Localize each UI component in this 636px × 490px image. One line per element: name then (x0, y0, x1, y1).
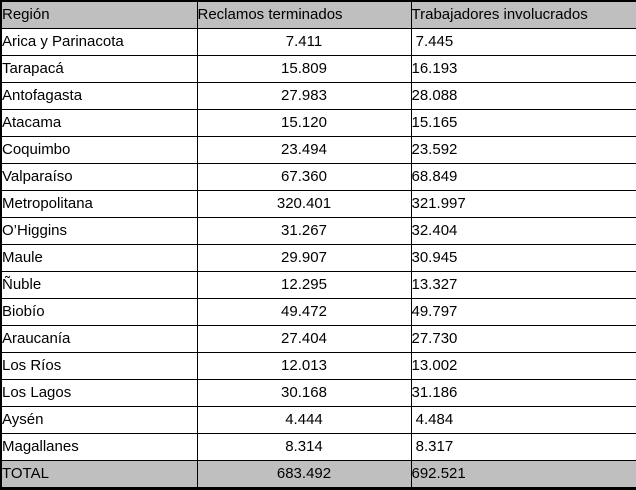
trabajadores-value-cell: 16.193 (410, 55, 636, 83)
reclamos-value-cell: 12.013 (196, 352, 412, 380)
region-name-cell: Arica y Parinacota (0, 28, 198, 56)
table-row: Los Lagos 30.168 31.186 (0, 379, 636, 407)
table-row: Atacama 15.120 15.165 (0, 109, 636, 137)
trabajadores-value-cell: 68.849 (410, 163, 636, 191)
trabajadores-value-cell: 7.445 (410, 28, 636, 56)
reclamos-value-cell: 67.360 (196, 163, 412, 191)
table-row: Valparaíso 67.360 68.849 (0, 163, 636, 191)
trabajadores-value-cell: 30.945 (410, 244, 636, 272)
region-name-cell: Los Ríos (0, 352, 198, 380)
trabajadores-value-cell: 32.404 (410, 217, 636, 245)
region-name-cell: Metropolitana (0, 190, 198, 218)
total-trabajadores-value: 692.521 (410, 460, 636, 490)
region-name-cell: Antofagasta (0, 82, 198, 110)
table-row: Aysén 4.444 4.484 (0, 406, 636, 434)
trabajadores-value-cell: 49.797 (410, 298, 636, 326)
reclamos-value-cell: 27.983 (196, 82, 412, 110)
region-name-cell: Maule (0, 244, 198, 272)
table-row: Biobío 49.472 49.797 (0, 298, 636, 326)
table-row: Ñuble 12.295 13.327 (0, 271, 636, 299)
column-header-region: Región (0, 0, 198, 29)
reclamos-value-cell: 320.401 (196, 190, 412, 218)
reclamos-value-cell: 15.120 (196, 109, 412, 137)
reclamos-value-cell: 31.267 (196, 217, 412, 245)
total-reclamos-value: 683.492 (196, 460, 412, 490)
table-row: Coquimbo 23.494 23.592 (0, 136, 636, 164)
reclamos-value-cell: 4.444 (196, 406, 412, 434)
trabajadores-value-cell: 4.484 (410, 406, 636, 434)
total-row: TOTAL 683.492 692.521 (0, 460, 636, 490)
table-row: O’Higgins 31.267 32.404 (0, 217, 636, 245)
trabajadores-value-cell: 27.730 (410, 325, 636, 353)
table-row: Metropolitana 320.401 321.997 (0, 190, 636, 218)
trabajadores-value-cell: 13.327 (410, 271, 636, 299)
region-name-cell: O’Higgins (0, 217, 198, 245)
trabajadores-value-cell: 23.592 (410, 136, 636, 164)
column-header-trabajadores-involucrados: Trabajadores involucrados (410, 0, 636, 29)
reclamos-value-cell: 23.494 (196, 136, 412, 164)
column-header-reclamos-terminados: Reclamos terminados (196, 0, 412, 29)
region-name-cell: Atacama (0, 109, 198, 137)
region-name-cell: Coquimbo (0, 136, 198, 164)
region-name-cell: Valparaíso (0, 163, 198, 191)
trabajadores-value-cell: 28.088 (410, 82, 636, 110)
total-label: TOTAL (0, 460, 198, 490)
table-row: Maule 29.907 30.945 (0, 244, 636, 272)
table-row: Arica y Parinacota 7.411 7.445 (0, 28, 636, 56)
table-row: Magallanes 8.314 8.317 (0, 433, 636, 461)
table-row: Tarapacá 15.809 16.193 (0, 55, 636, 83)
trabajadores-value-cell: 15.165 (410, 109, 636, 137)
region-name-cell: Ñuble (0, 271, 198, 299)
table-row: Antofagasta 27.983 28.088 (0, 82, 636, 110)
region-name-cell: Tarapacá (0, 55, 198, 83)
region-name-cell: Aysén (0, 406, 198, 434)
reclamos-value-cell: 49.472 (196, 298, 412, 326)
reclamos-value-cell: 29.907 (196, 244, 412, 272)
reclamos-value-cell: 8.314 (196, 433, 412, 461)
region-name-cell: Los Lagos (0, 379, 198, 407)
table-row: Araucanía 27.404 27.730 (0, 325, 636, 353)
region-name-cell: Araucanía (0, 325, 198, 353)
reclamos-value-cell: 7.411 (196, 28, 412, 56)
table-row: Los Ríos 12.013 13.002 (0, 352, 636, 380)
trabajadores-value-cell: 8.317 (410, 433, 636, 461)
header-row: Región Reclamos terminados Trabajadores … (0, 0, 636, 29)
reclamos-value-cell: 15.809 (196, 55, 412, 83)
trabajadores-value-cell: 321.997 (410, 190, 636, 218)
region-name-cell: Magallanes (0, 433, 198, 461)
reclamos-value-cell: 30.168 (196, 379, 412, 407)
reclamos-value-cell: 27.404 (196, 325, 412, 353)
region-name-cell: Biobío (0, 298, 198, 326)
trabajadores-value-cell: 13.002 (410, 352, 636, 380)
trabajadores-value-cell: 31.186 (410, 379, 636, 407)
reclamos-value-cell: 12.295 (196, 271, 412, 299)
